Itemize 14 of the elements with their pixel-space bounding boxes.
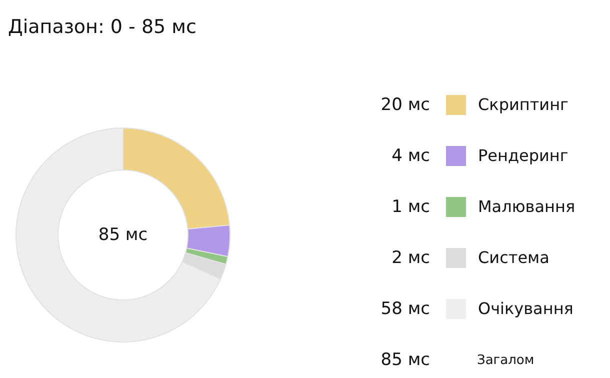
legend-label: Малювання <box>478 197 576 216</box>
legend-label: Очікування <box>478 299 574 318</box>
data-label: 2 мс <box>392 248 430 268</box>
text: 85 мс <box>98 225 148 245</box>
legend-label: Рендеринг <box>478 146 568 165</box>
legend-label: Скриптинг <box>478 95 568 114</box>
data-label: 58 мс <box>380 299 430 319</box>
text: Загалом <box>477 353 534 368</box>
legend-label: Система <box>478 248 550 267</box>
text: 85 мс <box>380 350 430 370</box>
chart-title: Діапазон: 0 - 85 мс <box>8 16 196 38</box>
data-label: 1 мс <box>392 197 430 217</box>
data-label: 4 мс <box>392 146 430 166</box>
data-label: 20 мс <box>380 95 430 115</box>
